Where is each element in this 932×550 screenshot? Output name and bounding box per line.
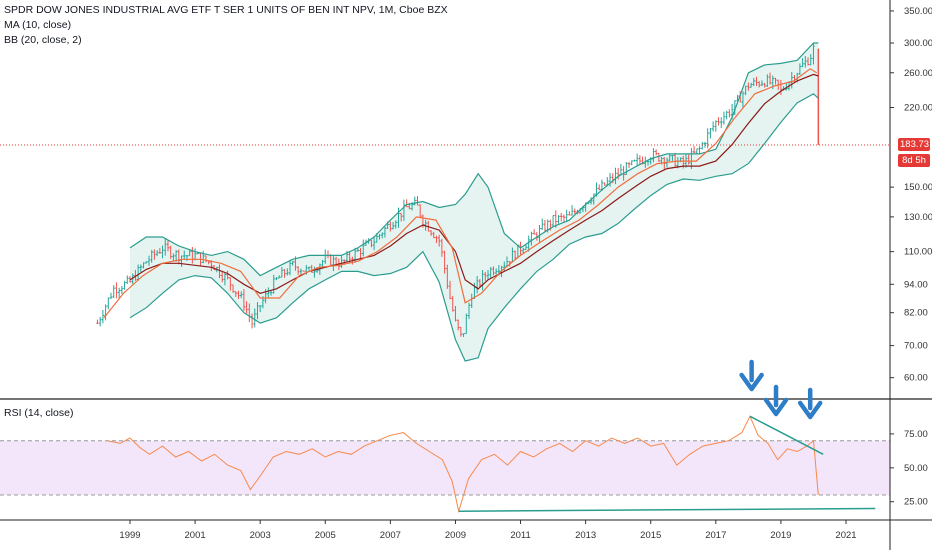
rsi-band-fill [0, 440, 890, 495]
bb-basis-line [129, 73, 819, 294]
price-tick-label: 150.00 [904, 182, 932, 193]
rsi-tick-label: 50.00 [904, 463, 928, 474]
rsi-pane [0, 359, 890, 514]
time-tick-label: 2001 [185, 530, 206, 541]
price-tick-label: 110.00 [904, 247, 932, 258]
time-tick-label: 2009 [445, 530, 466, 541]
time-tick-label: 1999 [119, 530, 140, 541]
rsi-tick-label: 25.00 [904, 497, 928, 508]
price-tick-label: 70.00 [904, 341, 928, 352]
price-tick-label: 260.00 [904, 68, 932, 79]
rsi-tick-label: 75.00 [904, 429, 928, 440]
bb-lower-line [129, 93, 819, 362]
time-tick-label: 2017 [705, 530, 726, 541]
price-tick-label: 130.00 [904, 212, 932, 223]
symbol-legend[interactable]: SPDR DOW JONES INDUSTRIAL AVG ETF T SER … [4, 4, 448, 16]
price-tick-label: 82.00 [904, 308, 928, 319]
price-tick-label: 350.00 [904, 6, 932, 17]
rsi-legend[interactable]: RSI (14, close) [4, 407, 74, 419]
time-tick-label: 2011 [510, 530, 530, 541]
last-price-tag: 183.73 [898, 137, 930, 151]
price-tick-label: 60.00 [904, 373, 928, 384]
annotation-arrow-head [763, 397, 789, 417]
price-tick-label: 94.00 [904, 279, 928, 290]
annotation-arrow-head [739, 372, 764, 392]
time-tick-label: 2015 [640, 530, 661, 541]
rsi-trendline-bottom [458, 507, 876, 512]
time-tick-label: 2007 [380, 530, 401, 541]
time-tick-label: 2019 [770, 530, 791, 541]
time-tick-label: 2021 [835, 530, 856, 541]
bar-countdown-tag: 8d 5h [898, 153, 930, 167]
ma-line [103, 68, 818, 319]
price-pane [0, 42, 890, 362]
annotation-arrow-head [797, 400, 823, 420]
price-tick-label: 300.00 [904, 38, 932, 49]
ma-legend[interactable]: MA (10, close) [4, 19, 72, 31]
rsi-line [107, 415, 819, 514]
bb-fill [130, 43, 819, 361]
axes: 60.00 70.00 82.00 94.00 110.00 130.00 150.00 22… [119, 6, 932, 541]
price-tick-label: 220.00 [904, 102, 932, 113]
time-tick-label: 2005 [315, 530, 336, 541]
bb-legend[interactable]: BB (20, close, 2) [4, 34, 82, 46]
bb-upper-line [129, 42, 819, 277]
time-tick-label: 2003 [250, 530, 271, 541]
rsi-trendline-top [749, 415, 824, 455]
time-tick-label: 2013 [575, 530, 596, 541]
